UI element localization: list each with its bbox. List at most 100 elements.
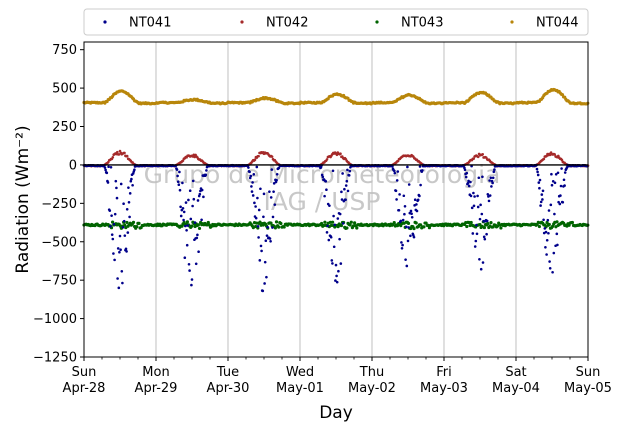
point-NT041 xyxy=(130,177,133,181)
x-tick-date: May-04 xyxy=(492,381,540,396)
point-NT041 xyxy=(345,179,349,183)
point-NT041 xyxy=(559,184,563,188)
point-NT041 xyxy=(479,267,483,271)
point-NT041 xyxy=(268,237,272,240)
point-NT041 xyxy=(257,236,260,239)
point-NT041 xyxy=(204,173,208,177)
point-NT042 xyxy=(481,152,485,156)
point-NT043 xyxy=(482,225,486,230)
point-NT042 xyxy=(117,153,121,156)
point-NT041 xyxy=(471,232,475,235)
point-NT043 xyxy=(355,226,359,230)
point-NT042 xyxy=(181,159,185,162)
point-NT041 xyxy=(187,262,191,266)
point-NT041 xyxy=(543,227,547,230)
point-NT041 xyxy=(258,259,262,262)
point-NT041 xyxy=(472,204,476,208)
point-NT041 xyxy=(197,250,200,254)
point-NT041 xyxy=(334,279,337,282)
point-NT041 xyxy=(418,194,421,198)
point-NT041 xyxy=(266,225,269,229)
point-NT043 xyxy=(197,226,202,231)
point-NT041 xyxy=(253,201,256,205)
point-NT043 xyxy=(206,220,210,225)
point-NT041 xyxy=(184,201,188,204)
point-NT043 xyxy=(111,220,115,224)
point-NT041 xyxy=(122,219,126,223)
point-NT041 xyxy=(185,243,189,247)
point-NT041 xyxy=(472,191,475,195)
point-NT041 xyxy=(343,187,346,191)
point-NT041 xyxy=(396,170,400,173)
point-NT041 xyxy=(340,198,344,201)
point-NT041 xyxy=(482,219,485,223)
point-NT041 xyxy=(559,194,562,197)
point-NT041 xyxy=(480,212,484,216)
point-NT041 xyxy=(482,235,486,239)
point-NT041 xyxy=(255,165,259,169)
point-NT041 xyxy=(545,253,548,256)
point-NT041 xyxy=(488,194,492,197)
point-NT041 xyxy=(544,245,547,249)
point-NT041 xyxy=(104,168,107,172)
point-NT041 xyxy=(339,262,343,265)
point-NT041 xyxy=(551,270,554,274)
point-NT041 xyxy=(192,197,196,201)
point-NT041 xyxy=(112,222,116,226)
point-NT041 xyxy=(407,183,411,186)
x-tick-date: Apr-28 xyxy=(63,381,106,396)
point-NT041 xyxy=(401,218,405,222)
point-NT041 xyxy=(469,194,473,198)
point-NT041 xyxy=(538,186,541,190)
point-NT041 xyxy=(107,165,110,169)
legend-marker xyxy=(375,20,379,24)
point-NT041 xyxy=(549,203,553,207)
x-tick-day: Mon xyxy=(142,365,169,380)
point-NT041 xyxy=(481,261,485,264)
point-NT041 xyxy=(259,244,263,248)
point-NT041 xyxy=(552,251,556,255)
point-NT041 xyxy=(251,181,254,184)
point-NT041 xyxy=(336,217,340,220)
point-NT041 xyxy=(329,235,333,239)
point-NT041 xyxy=(110,214,113,217)
point-NT041 xyxy=(103,166,107,169)
x-tick-day: Tue xyxy=(216,365,239,380)
point-NT041 xyxy=(112,252,115,255)
point-NT042 xyxy=(116,150,119,154)
point-NT041 xyxy=(184,224,187,228)
point-NT041 xyxy=(325,231,329,234)
point-NT041 xyxy=(273,203,277,206)
point-NT041 xyxy=(268,190,271,193)
point-NT041 xyxy=(251,194,255,197)
point-NT041 xyxy=(196,199,200,202)
point-NT041 xyxy=(122,202,125,206)
watermark-line-2: IAG / USP xyxy=(264,187,381,216)
point-NT041 xyxy=(179,205,182,209)
point-NT041 xyxy=(539,200,543,204)
point-NT041 xyxy=(116,247,120,250)
point-NT041 xyxy=(127,186,130,189)
point-NT041 xyxy=(115,186,118,190)
point-NT041 xyxy=(179,214,183,218)
point-NT042 xyxy=(553,153,556,156)
x-axis: SunApr-28MonApr-29TueApr-30WedMay-01ThuM… xyxy=(63,357,612,396)
point-NT041 xyxy=(487,199,491,203)
point-NT041 xyxy=(538,178,542,182)
point-NT041 xyxy=(260,249,263,253)
point-NT041 xyxy=(562,178,566,182)
point-NT041 xyxy=(547,209,551,212)
point-NT041 xyxy=(483,237,487,241)
point-NT043 xyxy=(320,221,324,226)
x-tick-day: Sun xyxy=(72,365,97,380)
point-NT041 xyxy=(113,258,116,262)
y-tick-label: 750 xyxy=(52,43,77,58)
point-NT041 xyxy=(477,176,481,180)
legend-marker xyxy=(240,20,244,24)
point-NT041 xyxy=(493,168,496,171)
point-NT043 xyxy=(273,226,277,230)
point-NT041 xyxy=(476,205,480,209)
point-NT041 xyxy=(275,178,278,182)
point-NT042 xyxy=(253,158,257,161)
point-NT041 xyxy=(535,167,539,171)
